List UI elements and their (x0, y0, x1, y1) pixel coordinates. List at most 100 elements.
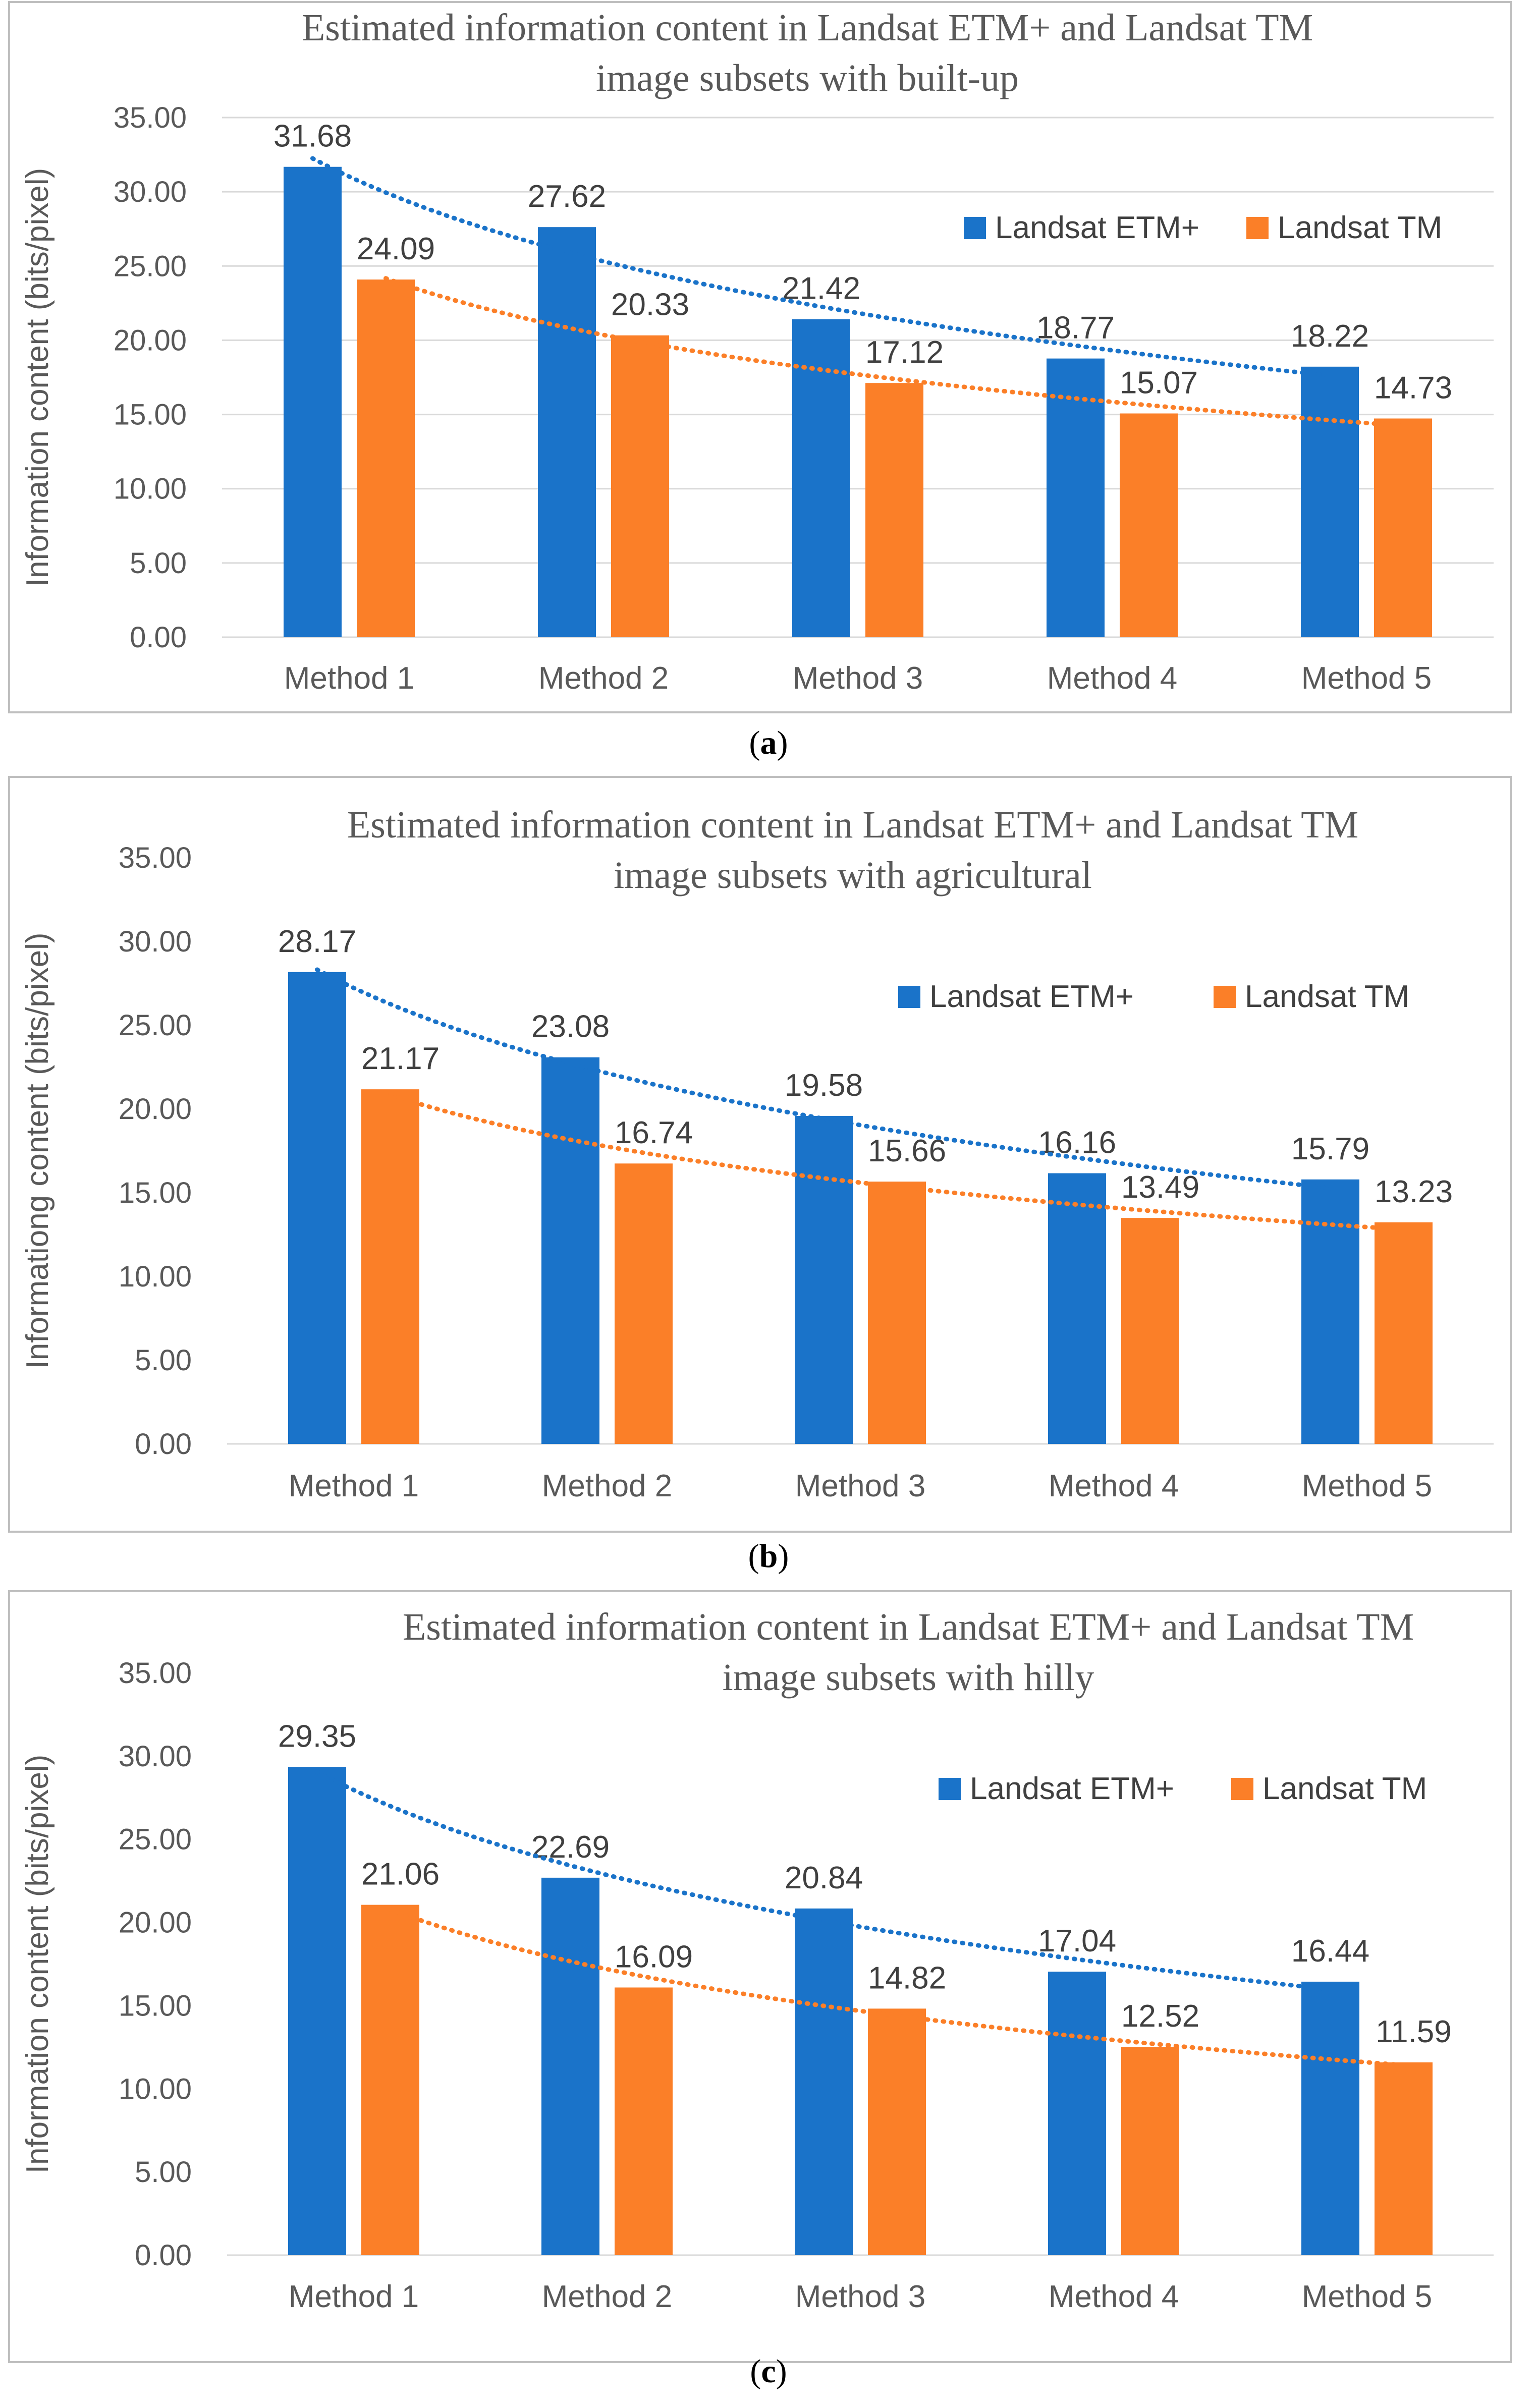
data-label-etm: 20.84 (785, 1861, 863, 1895)
data-label-tm: 21.06 (361, 1857, 440, 1892)
chart-title-line-1: Estimated information content in Landsat… (302, 7, 1313, 49)
bar-landsat-etm (795, 1908, 853, 2255)
y-tick-label: 20.00 (119, 1093, 192, 1126)
data-label-tm: 15.07 (1120, 366, 1198, 401)
bar-landsat-tm (611, 335, 669, 637)
bar-landsat-etm (284, 166, 342, 637)
data-label-tm: 16.09 (615, 1939, 693, 1974)
data-label-tm: 20.33 (611, 288, 689, 322)
chart-title-line-1: Estimated information content in Landsat… (347, 804, 1358, 846)
legend-label-etm: Landsat ETM+ (970, 1771, 1174, 1806)
trendline-landsat-tm (388, 1907, 1406, 2067)
y-tick-label: 15.00 (119, 1989, 192, 2022)
data-label-etm: 18.77 (1036, 311, 1115, 346)
legend-label-etm: Landsat ETM+ (995, 210, 1199, 245)
bar-landsat-tm (357, 279, 415, 637)
y-tick-label: 5.00 (130, 547, 187, 580)
y-tick-label: 35.00 (119, 1657, 192, 1690)
data-label-etm: 19.58 (785, 1068, 863, 1103)
data-label-etm: 17.04 (1038, 1924, 1116, 1958)
data-label-etm: 15.79 (1291, 1132, 1369, 1166)
figure-caption: (c) (750, 2353, 787, 2390)
data-label-etm: 21.42 (782, 271, 860, 306)
y-tick-label: 30.00 (119, 1740, 192, 1773)
y-tick-label: 10.00 (119, 2073, 192, 2105)
y-tick-label: 5.00 (135, 1344, 192, 1377)
bar-landsat-tm (868, 2008, 926, 2255)
bar-landsat-tm (868, 1182, 926, 1444)
legend-swatch-etm (898, 986, 920, 1008)
bar-landsat-tm (1121, 1218, 1179, 1444)
legend-label-tm: Landsat TM (1278, 210, 1442, 245)
x-category-label: Method 5 (1302, 1469, 1433, 1503)
trendline-landsat-etm (315, 967, 1333, 1191)
chart-border (8, 1590, 1512, 2363)
chart-title-line-2: image subsets with agricultural (614, 854, 1092, 897)
data-label-etm: 29.35 (278, 1719, 356, 1754)
bar-landsat-tm (1375, 2062, 1433, 2255)
chart-title-line-2: image subsets with built-up (596, 57, 1019, 99)
bar-landsat-etm (541, 1877, 599, 2255)
bar-landsat-tm (1121, 2047, 1179, 2255)
data-label-etm: 31.68 (273, 119, 352, 154)
data-label-etm: 28.17 (278, 924, 356, 959)
data-label-tm: 21.17 (361, 1041, 440, 1076)
bar-landsat-tm (865, 383, 923, 637)
y-tick-label: 25.00 (114, 250, 187, 283)
legend-swatch-etm (939, 1778, 961, 1800)
y-tick-label: 25.00 (119, 1823, 192, 1856)
legend-label-tm: Landsat TM (1245, 979, 1409, 1014)
x-category-label: Method 3 (795, 2279, 926, 2314)
bar-landsat-etm (1301, 366, 1359, 637)
chart-title-line-2: image subsets with hilly (723, 1656, 1094, 1699)
bar-landsat-etm (1048, 1173, 1106, 1444)
y-tick-label: 5.00 (135, 2156, 192, 2189)
bar-landsat-tm (615, 1163, 673, 1444)
x-category-label: Method 2 (538, 661, 669, 696)
figure-caption: (a) (749, 724, 788, 761)
x-category-label: Method 1 (284, 661, 415, 696)
y-tick-label: 20.00 (119, 1907, 192, 1939)
bar-landsat-tm (361, 1905, 419, 2255)
data-label-tm: 17.12 (865, 335, 944, 370)
y-tick-label: 35.00 (119, 842, 192, 874)
bar-landsat-tm (361, 1089, 419, 1444)
chart-border (8, 1, 1512, 713)
bar-landsat-etm (792, 319, 850, 637)
bar-landsat-etm (1301, 1981, 1359, 2255)
bar-landsat-etm (541, 1057, 599, 1444)
y-tick-label: 10.00 (114, 473, 187, 506)
x-category-label: Method 3 (793, 661, 923, 696)
chart-panel-2: 0.00 5.00 10.00 15.00 20.00 25.00 30.00 35.00 Es… (8, 776, 1512, 1533)
y-tick-label: 35.00 (114, 101, 187, 134)
bar-landsat-tm (1375, 1222, 1433, 1444)
data-label-tm: 11.59 (1376, 2014, 1452, 2049)
y-tick-label: 15.00 (119, 1177, 192, 1209)
bar-landsat-etm (288, 1767, 346, 2255)
chart-title-line-1: Estimated information content in Landsat… (403, 1606, 1414, 1648)
x-category-label: Method 5 (1301, 661, 1432, 696)
data-label-tm: 14.73 (1374, 371, 1452, 406)
legend-swatch-tm (1214, 986, 1236, 1008)
legend-swatch-etm (964, 217, 986, 239)
data-label-tm: 16.74 (615, 1115, 693, 1150)
x-category-label: Method 4 (1049, 2279, 1179, 2314)
legend-swatch-tm (1231, 1778, 1253, 1800)
trendline-landsat-etm (310, 156, 1332, 378)
data-label-tm: 12.52 (1121, 1999, 1199, 2034)
y-tick-label: 25.00 (119, 1009, 192, 1042)
chart-panel-3: 0.00 5.00 10.00 15.00 20.00 25.00 30.00 35.00 Es… (8, 1590, 1512, 2363)
data-label-tm: 14.82 (868, 1961, 946, 1995)
legend-label-tm: Landsat TM (1262, 1771, 1427, 1806)
y-tick-label: 10.00 (119, 1260, 192, 1293)
x-category-label: Method 4 (1049, 1469, 1179, 1503)
figure-caption: (b) (748, 1538, 789, 1575)
bar-landsat-etm (1048, 1972, 1106, 2255)
chart-border (8, 776, 1512, 1533)
y-tick-label: 30.00 (114, 176, 187, 208)
y-tick-label: 0.00 (135, 1428, 192, 1461)
x-category-label: Method 1 (289, 2279, 419, 2314)
y-axis-label: Information content (bits/pixel) (20, 1755, 55, 2174)
x-category-label: Method 2 (542, 2279, 673, 2314)
